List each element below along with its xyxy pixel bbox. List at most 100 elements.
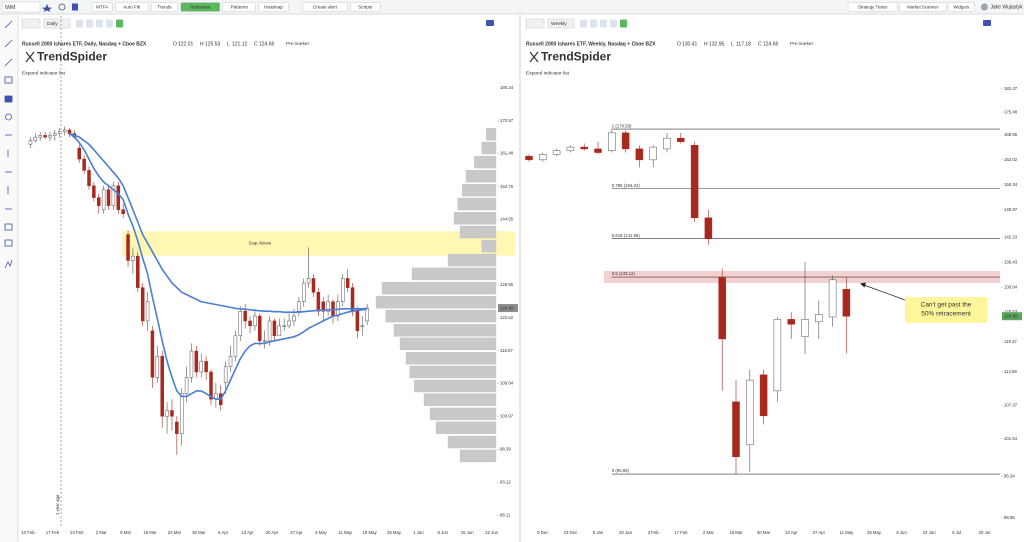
volume-profile-bar: [385, 309, 497, 323]
candle-body: [759, 374, 768, 417]
candle-body: [306, 278, 311, 284]
header-icon[interactable]: [86, 19, 93, 28]
toolbar-button[interactable]: [222, 2, 256, 12]
candle-body: [248, 320, 252, 327]
y-tick-label: 116.07: [500, 348, 513, 353]
header-icon[interactable]: [96, 19, 103, 28]
candle-body: [262, 340, 267, 342]
candle-body: [87, 170, 91, 187]
brand-logo: TrendSpider: [541, 50, 611, 64]
interval-dropdown[interactable]: [43, 18, 71, 29]
volume-profile-bar: [409, 365, 497, 379]
symbol-input[interactable]: [1, 1, 41, 13]
expand-indicators[interactable]: Expand indicator list: [526, 70, 570, 76]
candle-body: [184, 377, 189, 394]
camera-icon[interactable]: [983, 20, 991, 26]
interval-dropdown[interactable]: [547, 18, 575, 29]
toolbar-button-label: Auto Fib: [123, 5, 141, 10]
y-tick-label: 162.02: [1004, 157, 1018, 162]
toolbar-button-label: Indicators: [190, 5, 211, 10]
toolbar-button-label: Patterns: [231, 5, 249, 10]
candle-body: [828, 279, 837, 318]
header-icon[interactable]: [76, 19, 83, 28]
fib-label: 0.618 (141.96): [612, 233, 641, 238]
x-tick-label: 25 May: [387, 530, 402, 535]
y-tick-label: 109.84: [500, 381, 514, 386]
toolbar-button[interactable]: [899, 2, 947, 12]
candle-body: [121, 209, 125, 215]
ohlc-label: O: [677, 41, 681, 47]
user-avatar[interactable]: [980, 3, 988, 11]
y-tick-label: 130.84: [1004, 284, 1018, 289]
volume-profile-bar: [459, 449, 497, 463]
candle-body: [82, 158, 86, 171]
expand-indicators[interactable]: Expand indicator list: [22, 70, 66, 76]
toolbar-button[interactable]: [847, 2, 898, 12]
toolbar-button-label: Strategy Tester: [858, 4, 888, 9]
ohlc-value: 122.01: [178, 41, 194, 47]
candle-body: [243, 310, 247, 322]
toolbar-button[interactable]: [91, 2, 113, 12]
candle-body: [62, 129, 67, 133]
header-icon[interactable]: [600, 19, 607, 28]
brand-logo: TrendSpider: [37, 50, 107, 64]
toolbar-button[interactable]: [350, 2, 381, 12]
tool-sidebar: [0, 15, 18, 542]
toolbar-button[interactable]: [180, 2, 221, 12]
toolbar-button[interactable]: [302, 2, 348, 12]
market-status: Pre-market: [286, 41, 309, 46]
x-tick-label: 11 May: [840, 530, 855, 535]
candle-body: [223, 366, 228, 383]
chart-title: Russell 2000 Ishares ETF, Weekly, Nasdaq…: [526, 41, 656, 47]
candle-body: [321, 301, 325, 312]
y-tick-label: 175.48: [1004, 109, 1018, 114]
toolbar-button[interactable]: [258, 2, 289, 12]
marker-label: 1 year ago: [55, 494, 60, 515]
candle-body: [663, 137, 671, 150]
toolbar-button[interactable]: [947, 2, 975, 12]
annotation-text: 50% retracement: [921, 311, 971, 318]
interval-label: Weekly: [551, 21, 567, 27]
candle-body: [345, 278, 350, 288]
gap-zone-label: Gap Above: [249, 241, 272, 246]
toolbar-button-label: Heatmap: [264, 5, 283, 10]
moving-average-line: [69, 132, 368, 400]
fib-label: 1 (170.56): [612, 123, 632, 128]
toolbar-button[interactable]: [150, 2, 179, 12]
header-icon[interactable]: [106, 19, 113, 28]
toolbar-button-label: Create alert: [313, 5, 338, 10]
candle-body: [801, 319, 809, 337]
candle-body: [204, 361, 208, 373]
candle-body: [209, 371, 213, 400]
header-icon[interactable]: [590, 19, 597, 28]
header-icon[interactable]: [610, 19, 617, 28]
ticker-dropdown[interactable]: [525, 18, 545, 29]
x-tick-label: 15 Jun: [461, 530, 475, 535]
y-tick-label: 88.95: [1004, 515, 1015, 520]
ticker-dropdown[interactable]: [21, 18, 41, 29]
header-icon[interactable]: [620, 19, 627, 28]
y-tick-label: 93.12: [500, 479, 511, 484]
volume-profile-bar: [447, 435, 497, 449]
ohlc-label: C: [254, 41, 258, 47]
x-tick-label: 23 Mar: [168, 530, 182, 535]
candle-body: [199, 361, 203, 373]
candle-body: [292, 315, 296, 322]
x-tick-label: 22 Jun: [923, 530, 937, 535]
candle-body: [238, 310, 243, 337]
header-icon[interactable]: [116, 19, 123, 28]
camera-icon[interactable]: [486, 20, 494, 26]
chart-panel: Daily Russell 2000 Ishares ETF, Daily, Na…: [21, 16, 518, 535]
toolbar-icons: [42, 3, 78, 12]
candle-body: [48, 135, 52, 138]
candle-body: [179, 393, 184, 434]
x-tick-label: 6 Apr: [218, 530, 229, 535]
header-icon[interactable]: [580, 19, 587, 28]
y-tick-label: 180.24: [500, 85, 514, 90]
annotation-arrowhead: [860, 282, 866, 288]
candle-body: [101, 189, 106, 210]
sidebar-tools[interactable]: [4, 20, 13, 269]
annotation-arrow: [863, 284, 906, 301]
toolbar-button[interactable]: [115, 2, 149, 12]
